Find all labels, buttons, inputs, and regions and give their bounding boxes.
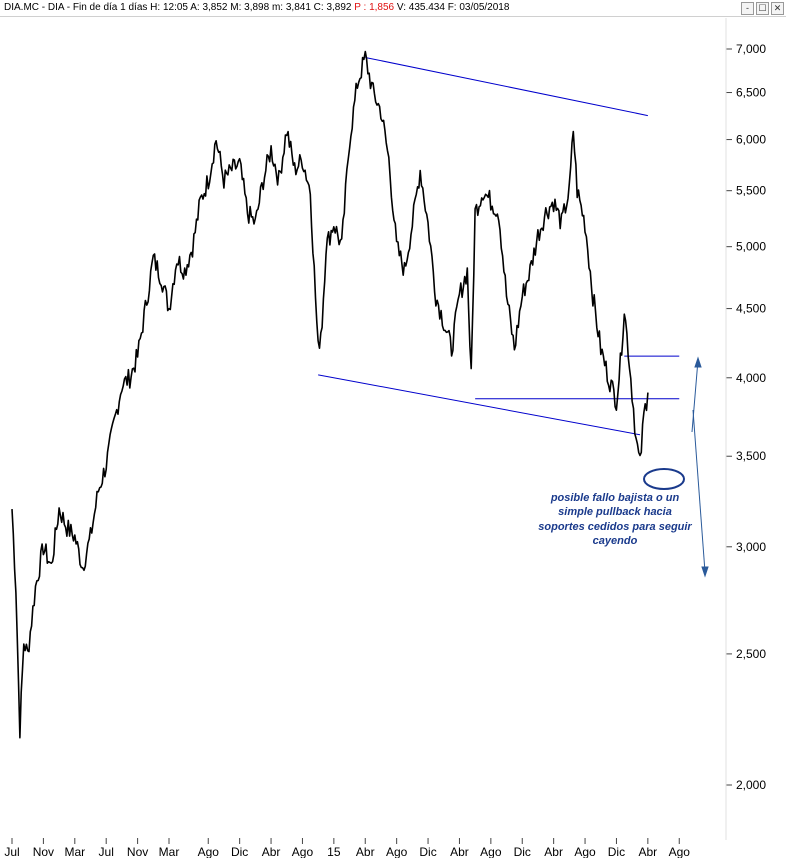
- y-axis-labels: 7,000 6,500 6,000 5,500 5,000 4,500 4,000 3,500…: [736, 42, 766, 792]
- change-value: P : 1,856: [354, 2, 395, 13]
- highlight-ellipse: [643, 468, 685, 490]
- x-tick-label: Ago: [386, 845, 408, 858]
- annotation-line-2: simple pullback hacia: [558, 506, 672, 518]
- scenario-arrows: [691, 356, 709, 578]
- ticker-label: DIA.MC - DIA - Fin de día 1 días: [4, 2, 148, 13]
- x-tick-label: Mar: [159, 845, 180, 858]
- x-tick-label: Nov: [33, 845, 54, 858]
- high-time: H: 12:05: [150, 2, 188, 13]
- arrow-up-line: [691, 359, 699, 433]
- maximize-button[interactable]: ☐: [756, 2, 769, 15]
- x-tick-label: Ago: [198, 845, 220, 858]
- close-value: C: 3,892: [313, 2, 352, 13]
- x-tick-label: Ago: [574, 845, 596, 858]
- minimize-button[interactable]: -: [741, 2, 754, 15]
- x-tick-label: Dic: [514, 845, 531, 858]
- chart-header: DIA.MC - DIA - Fin de día 1 días H: 12:0…: [0, 0, 786, 17]
- price-series-line: [11, 50, 649, 739]
- y-tick-label: 6,000: [736, 133, 766, 147]
- x-tick-label: Nov: [127, 845, 148, 858]
- y-tick-label: 3,500: [736, 449, 766, 463]
- trendline: [318, 374, 641, 436]
- annotation-line-4: cayendo: [593, 535, 638, 547]
- x-tick-label: Dic: [231, 845, 248, 858]
- annotation-line-3: soportes cedidos para seguir: [538, 521, 692, 533]
- y-tick-label: 7,000: [736, 42, 766, 56]
- y-tick-label: 2,000: [736, 778, 766, 792]
- x-tick-label: Dic: [419, 845, 436, 858]
- y-tick-label: 5,000: [736, 240, 766, 254]
- y-tick-marks: [726, 48, 732, 786]
- open-value: A: 3,852: [190, 2, 228, 13]
- arrow-down-head: [701, 566, 709, 578]
- arrow-up-head: [694, 356, 702, 368]
- y-tick-label: 6,500: [736, 86, 766, 100]
- y-tick-label: 4,000: [736, 371, 766, 385]
- arrow-down-line: [692, 409, 706, 573]
- x-tick-label: Mar: [64, 845, 85, 858]
- trendline: [365, 56, 648, 117]
- x-tick-label: Ago: [292, 845, 314, 858]
- x-tick-label: Abr: [639, 845, 658, 858]
- quote-summary: DIA.MC - DIA - Fin de día 1 días H: 12:0…: [4, 2, 509, 13]
- annotation-text: posible fallo bajista o un simple pullba…: [538, 492, 692, 547]
- volume-value: V: 435.434: [396, 2, 445, 13]
- x-tick-label: Ago: [669, 845, 691, 858]
- y-tick-label: 5,500: [736, 184, 766, 198]
- x-tick-label: Abr: [262, 845, 281, 858]
- y-tick-label: 3,000: [736, 540, 766, 554]
- max-value: M: 3,898: [230, 2, 270, 13]
- date-value: F: 03/05/2018: [447, 2, 510, 13]
- min-value: m: 3,841: [271, 2, 311, 13]
- x-tick-label: 15: [327, 845, 341, 858]
- x-tick-label: Abr: [450, 845, 469, 858]
- y-tick-label: 4,500: [736, 302, 766, 316]
- y-tick-label: 2,500: [736, 647, 766, 661]
- x-tick-label: Dic: [608, 845, 625, 858]
- x-tick-label: Abr: [544, 845, 563, 858]
- x-tick-label: Abr: [356, 845, 375, 858]
- trendlines: [318, 56, 680, 436]
- x-tick-label: Jul: [4, 845, 19, 858]
- close-button[interactable]: ✕: [771, 2, 784, 15]
- x-tick-label: Ago: [480, 845, 502, 858]
- annotation-line-1: posible fallo bajista o un: [550, 492, 680, 504]
- x-tick-label: Jul: [99, 845, 114, 858]
- x-axis-labels: Jul Nov Mar Jul Nov Mar Ago Dic Abr Ago 15 Abr Ago Di…: [4, 838, 690, 858]
